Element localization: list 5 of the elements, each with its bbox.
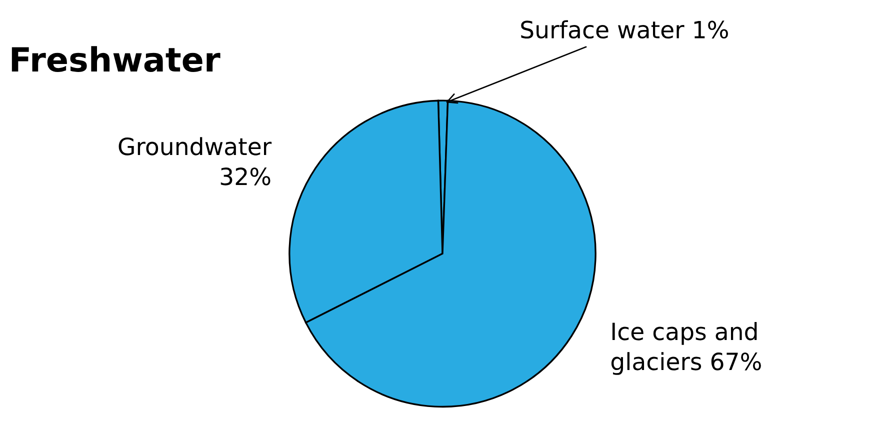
slice-label: Surface water 1%	[521, 20, 728, 39]
slice-label: Groundwater	[118, 137, 272, 156]
data-label: 32%	[220, 168, 270, 186]
text: Freshwater	[12, 46, 220, 72]
slice-label: Ice caps and glaciers 67%	[611, 322, 761, 375]
